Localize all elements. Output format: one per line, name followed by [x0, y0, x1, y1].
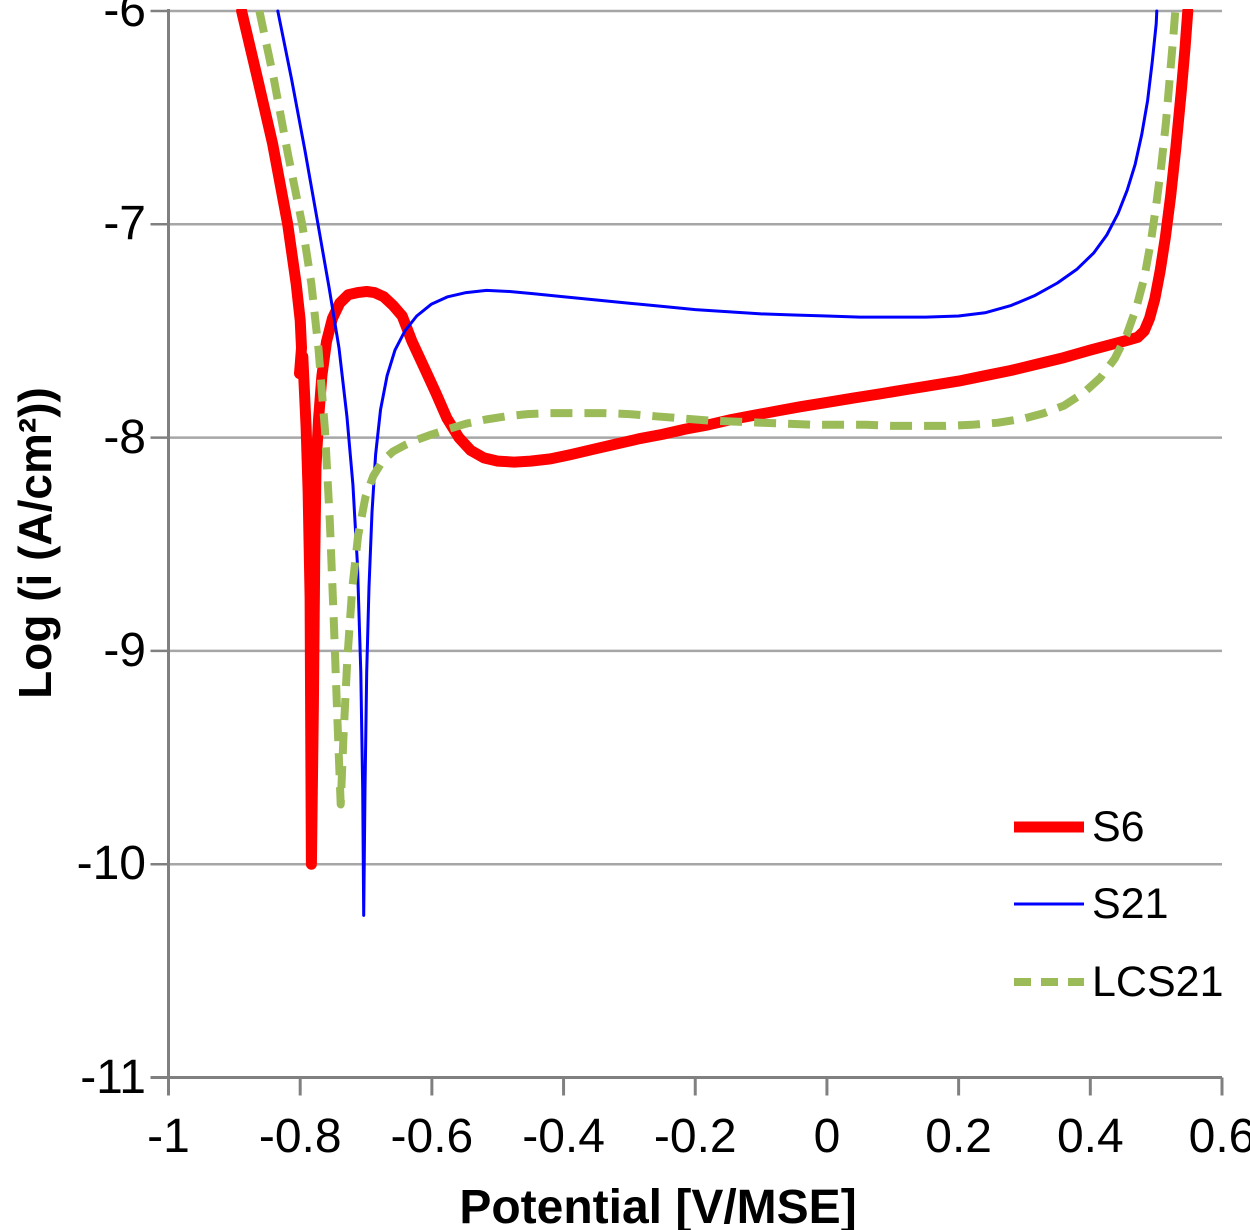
x-tick-label: -1 [147, 1110, 190, 1163]
gridlines [168, 9, 1222, 866]
x-axis-title: Potential [V/MSE] [459, 1181, 857, 1230]
y-tick-label: -7 [103, 197, 146, 251]
axes [150, 9, 1224, 1096]
x-tick-label: 0.4 [1056, 1110, 1124, 1163]
x-tick-label: -0.8 [258, 1110, 342, 1163]
y-tick-label: -9 [103, 623, 146, 677]
series-curve-lcs21 [255, 10, 1180, 809]
x-tick-label: 0.6 [1188, 1110, 1250, 1163]
y-tick-label: -6 [103, 0, 146, 37]
legend-swatch-lcs21 [1014, 978, 1084, 986]
legend-swatch-s6 [1014, 821, 1084, 833]
legend-item-lcs21: LCS21 [1014, 959, 1223, 1005]
legend-item-s21: S21 [1014, 881, 1169, 927]
legend-swatch-s21 [1014, 902, 1084, 906]
legend-label-s6: S6 [1092, 803, 1145, 851]
legend-label-lcs21: LCS21 [1092, 958, 1224, 1006]
x-tick-label: 0 [813, 1110, 841, 1163]
legend-label-s21: S21 [1092, 880, 1169, 928]
series-curve-s6 [236, 9, 1194, 870]
x-tick-label: -0.2 [653, 1110, 737, 1163]
x-tick-label: 0.2 [925, 1110, 992, 1163]
x-tick-label: -0.4 [522, 1110, 605, 1163]
y-tick-label: -10 [76, 837, 146, 891]
x-tick-label: -0.6 [390, 1110, 474, 1163]
series-curve-s21 [276, 9, 1159, 917]
y-tick-label: -11 [80, 1050, 146, 1104]
y-tick-label: -8 [103, 410, 146, 464]
y-axis-title: Log (i (A/cm²)) [9, 387, 61, 699]
legend-item-s6: S6 [1014, 804, 1145, 850]
series-curves [236, 9, 1194, 917]
